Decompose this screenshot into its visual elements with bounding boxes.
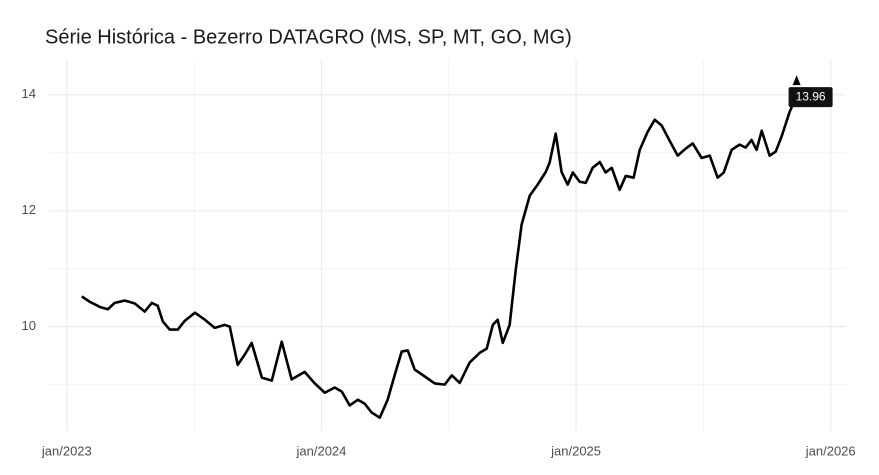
- x-tick-label: jan/2023: [41, 443, 92, 458]
- tooltip: 13.96: [788, 75, 833, 108]
- tooltip-box: [788, 87, 833, 108]
- x-tick-label: jan/2025: [550, 443, 601, 458]
- chart-title: Série Histórica - Bezerro DATAGRO (MS, S…: [45, 26, 572, 48]
- y-tick-label: 14: [22, 86, 36, 101]
- tooltip-label: 13.96: [796, 89, 826, 103]
- x-tick-label: jan/2026: [805, 443, 856, 458]
- x-tick-label: jan/2024: [296, 443, 347, 458]
- y-tick-label: 12: [22, 202, 36, 217]
- y-tick-label: 10: [22, 318, 36, 333]
- line-series: [81, 96, 798, 419]
- tooltip-pointer: [792, 75, 801, 86]
